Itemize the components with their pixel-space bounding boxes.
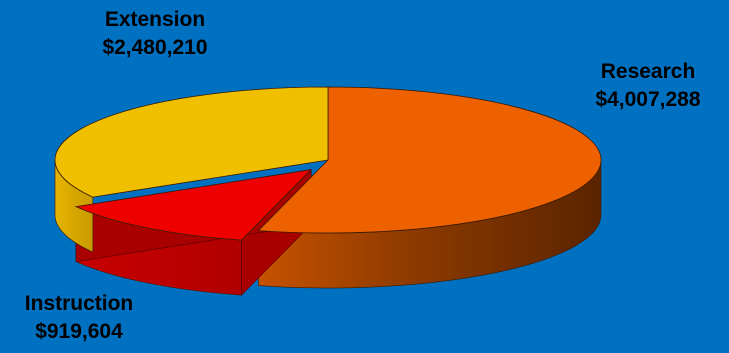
extension-amount: $2,480,210 — [102, 36, 208, 59]
pie-slice-research — [257, 86, 602, 234]
research-amount: $4,007,288 — [595, 88, 701, 111]
slice-label-research: Research $4,007,288 — [572, 58, 724, 114]
extension-label: Extension — [104, 8, 206, 31]
instruction-label: Instruction — [24, 292, 134, 315]
instruction-amount: $919,604 — [35, 320, 123, 343]
pie-slice-instruction — [74, 168, 313, 241]
pie-slice-extension — [54, 86, 329, 198]
slice-label-instruction: Instruction $919,604 — [4, 290, 154, 346]
slice-label-extension: Extension $2,480,210 — [70, 6, 240, 62]
research-label: Research — [600, 60, 696, 83]
